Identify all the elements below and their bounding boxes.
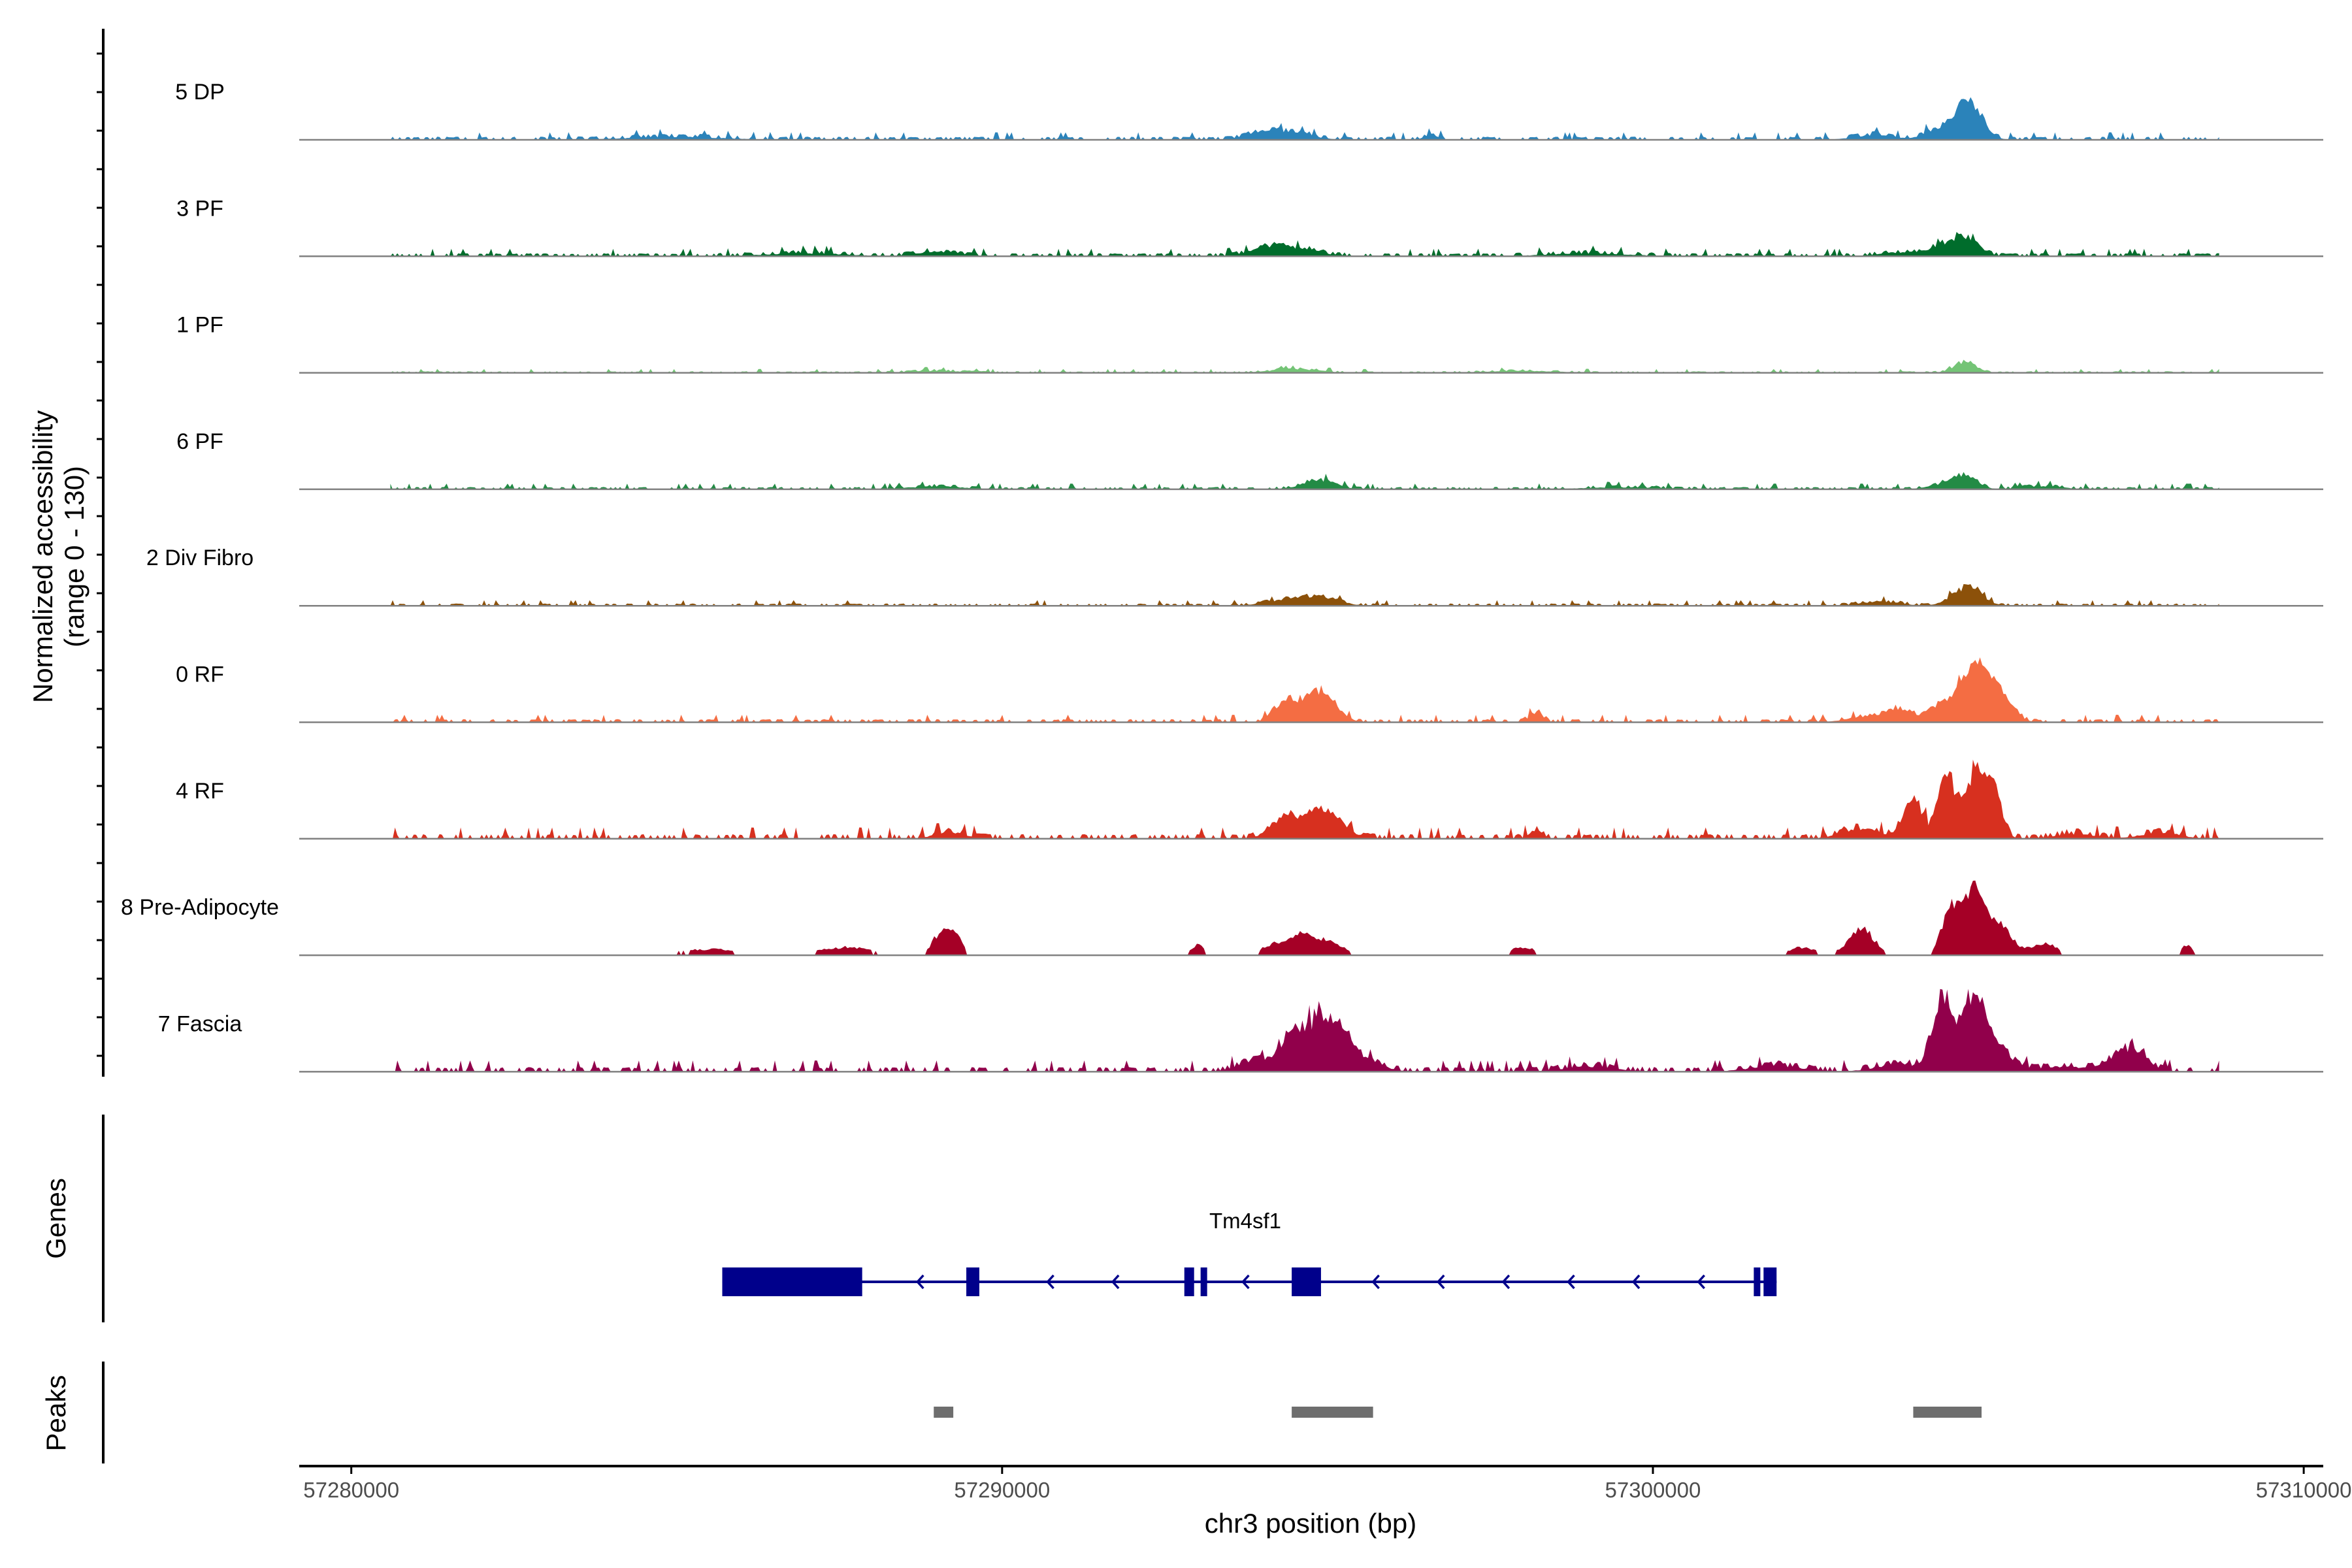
coverage-area — [390, 657, 2219, 723]
coverage-y-ticks — [97, 52, 103, 1057]
x-tick-label: 57280000 — [303, 1478, 399, 1502]
track-label: 0 RF — [176, 662, 224, 687]
track-5: 2 Div Fibro — [146, 546, 2323, 607]
coverage-area — [390, 759, 2219, 839]
peaks-panel-label: Peaks — [41, 1375, 71, 1452]
track-8: 8 Pre-Adipocyte — [121, 880, 2323, 956]
strand-arrow — [1241, 1274, 1250, 1290]
exon — [1184, 1267, 1194, 1296]
track-9: 7 Fascia — [158, 988, 2323, 1073]
x-tick-label: 57300000 — [1605, 1478, 1701, 1502]
exon — [1763, 1267, 1777, 1296]
track-label: 5 DP — [175, 80, 225, 105]
coverage-area — [390, 232, 2219, 257]
strand-arrow — [1631, 1274, 1641, 1290]
track-label: 6 PF — [176, 429, 223, 454]
coverage-area — [390, 97, 2219, 140]
peak-region — [1292, 1407, 1373, 1418]
track-label: 2 Div Fibro — [146, 546, 253, 570]
track-7: 4 RF — [176, 759, 2323, 840]
track-label: 7 Fascia — [158, 1011, 242, 1036]
strand-arrow — [1436, 1274, 1445, 1290]
coverage-area — [390, 988, 2219, 1072]
track-4: 6 PF — [176, 429, 2323, 491]
y-axis-title-line1: Normalized accessibility — [27, 410, 58, 703]
track-3: 1 PF — [176, 313, 2323, 374]
x-axis-title: chr3 position (bp) — [1205, 1508, 1417, 1539]
strand-arrow — [1697, 1274, 1706, 1290]
strand-arrow — [1501, 1274, 1511, 1290]
track-label: 4 RF — [176, 779, 224, 804]
exon — [722, 1267, 862, 1296]
coverage-tracks: 5 DP 3 PF 1 PF 6 PF 2 Div Fibro 0 RF 4 RF 8 Pre… — [121, 80, 2323, 1073]
track-label: 1 PF — [176, 313, 223, 338]
track-1: 5 DP — [175, 80, 2323, 141]
exon — [1200, 1267, 1207, 1296]
track-label: 3 PF — [176, 196, 223, 221]
y-axis-title-line2: (range 0 - 130) — [59, 466, 90, 647]
coverage-area — [390, 880, 2219, 956]
strand-arrow — [1371, 1274, 1380, 1290]
exon — [1754, 1267, 1761, 1296]
gene-name-label: Tm4sf1 — [1209, 1209, 1281, 1233]
exon — [966, 1267, 979, 1296]
track-6: 0 RF — [176, 657, 2323, 723]
track-2: 3 PF — [176, 196, 2323, 257]
gene-annotation — [722, 1267, 1777, 1296]
strand-arrow — [1567, 1274, 1575, 1290]
coverage-area — [390, 472, 2219, 489]
x-axis: 57280000 57290000 57300000 57310000 — [303, 1466, 2352, 1502]
coverage-area — [390, 359, 2219, 373]
x-tick-label: 57290000 — [954, 1478, 1050, 1502]
peak-regions — [934, 1407, 1982, 1418]
strand-arrow — [1111, 1274, 1120, 1290]
strand-arrow — [1046, 1274, 1054, 1290]
track-label: 8 Pre-Adipocyte — [121, 895, 279, 920]
exon — [1292, 1267, 1321, 1296]
coverage-area — [390, 584, 2219, 606]
genes-panel-label: Genes — [41, 1178, 71, 1259]
peak-region — [934, 1407, 954, 1418]
x-tick-label: 57310000 — [2256, 1478, 2352, 1502]
peak-region — [1913, 1407, 1982, 1418]
strand-arrow — [915, 1274, 924, 1290]
